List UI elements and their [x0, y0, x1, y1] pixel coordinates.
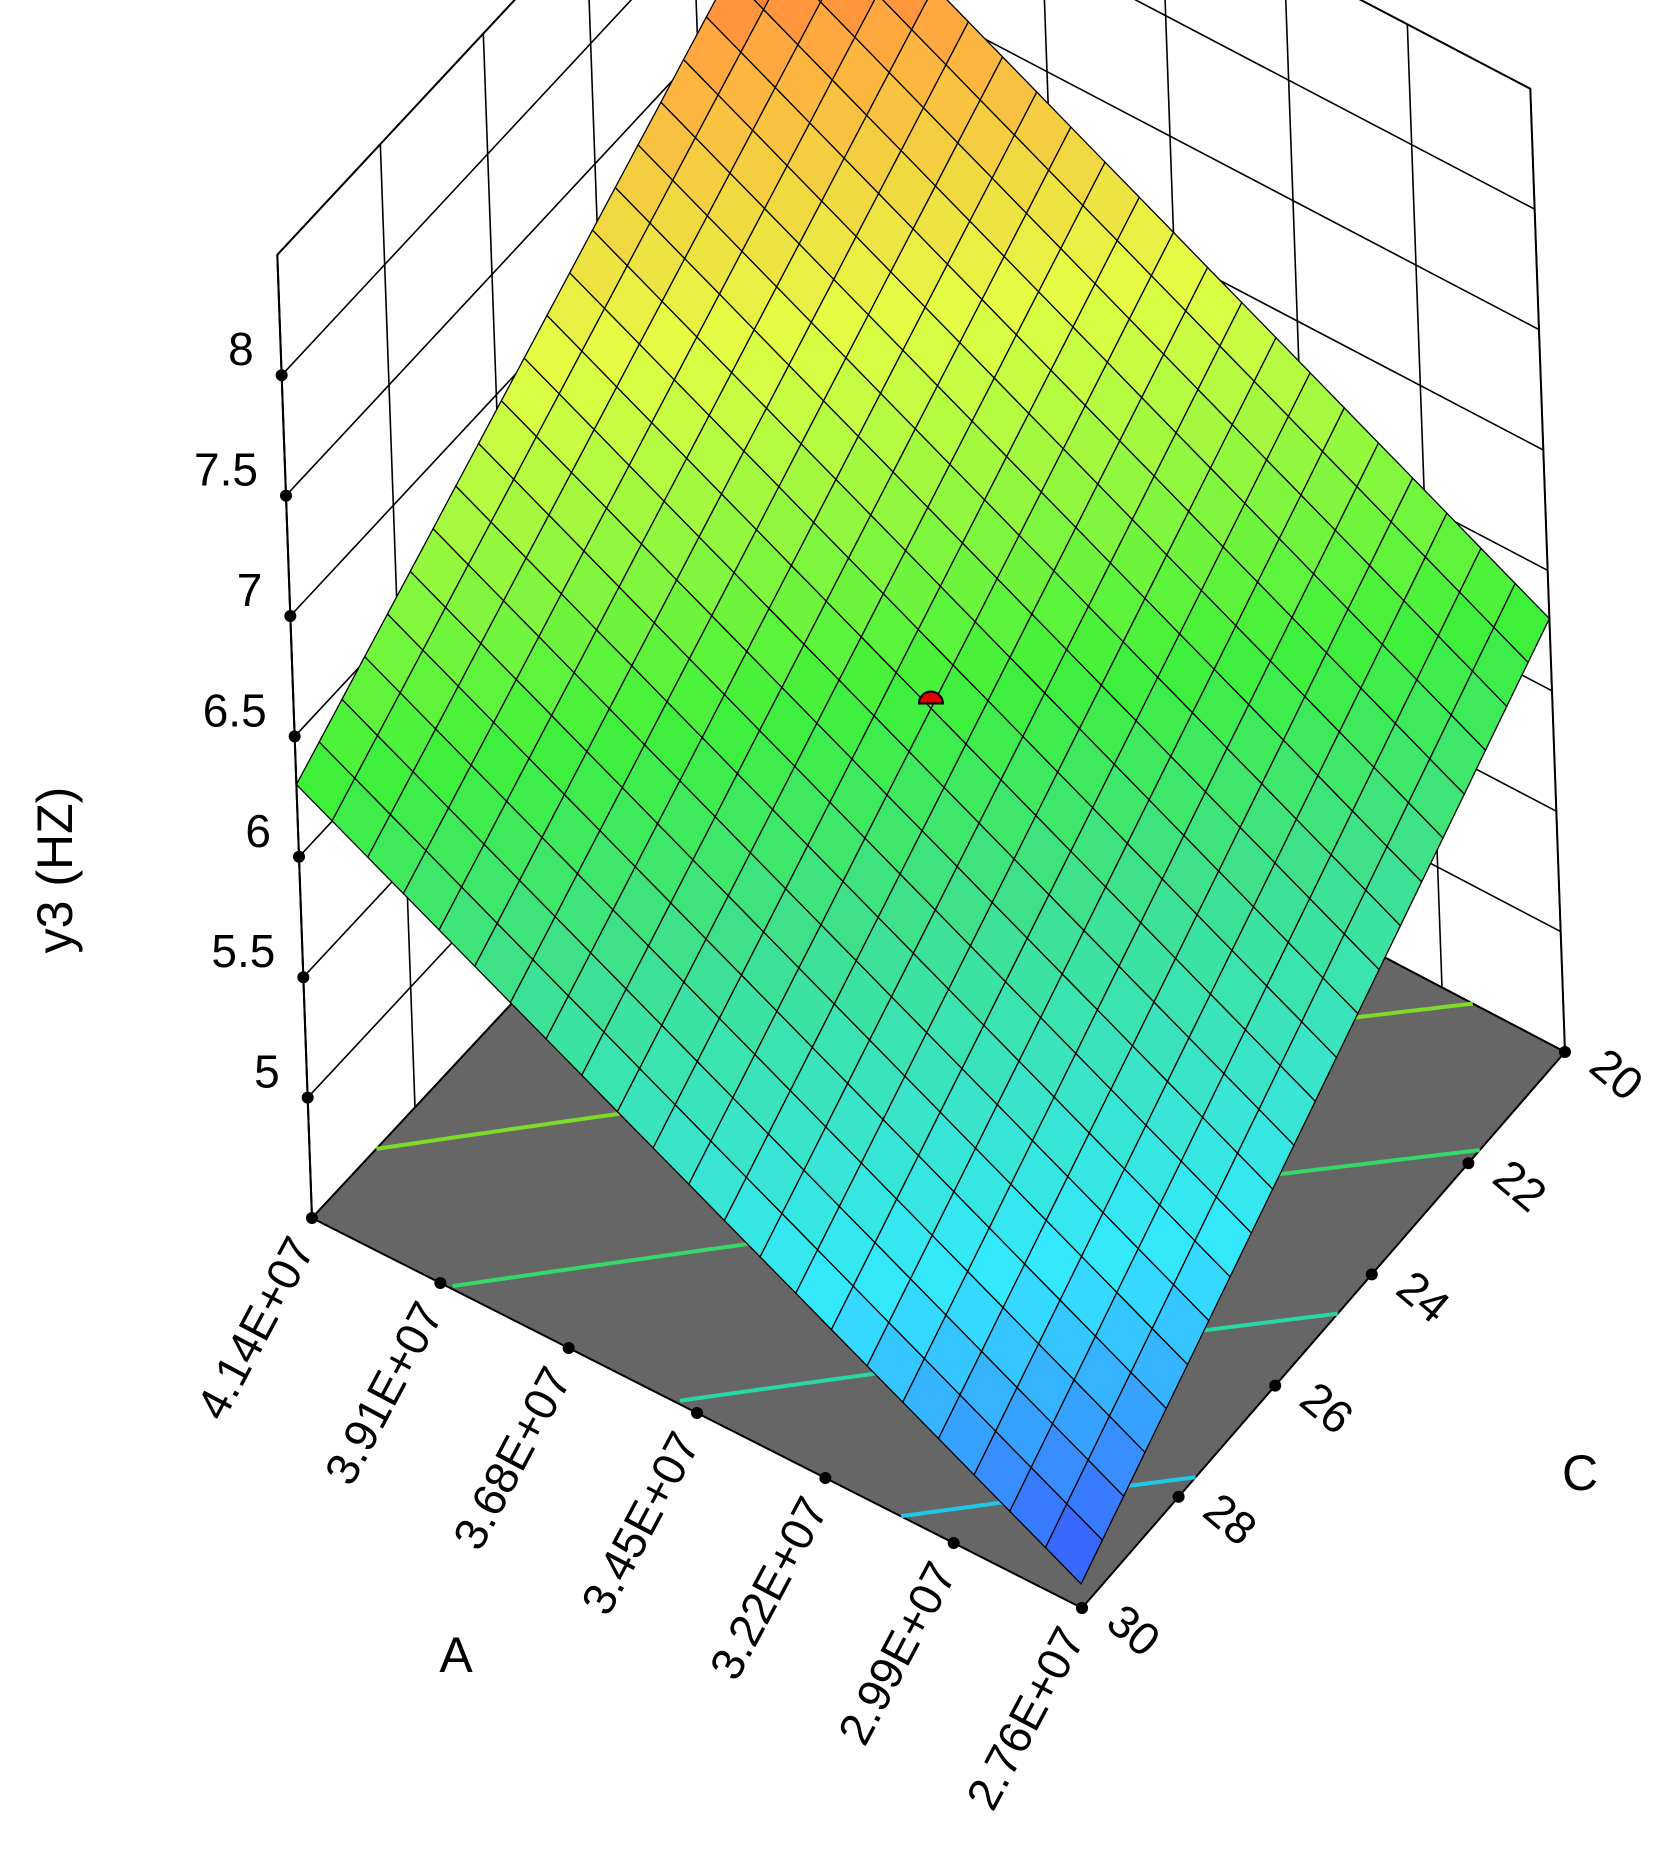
- a-axis-title: A: [439, 1627, 473, 1683]
- c-tick-dot: [1462, 1157, 1475, 1170]
- z-axis-title: y3 (HZ): [27, 787, 83, 954]
- z-tick-dot: [288, 730, 301, 743]
- a-tick-label: 2.76E+07: [956, 1618, 1095, 1817]
- z-tick-label: 7: [237, 564, 263, 616]
- a-tick-label: 4.14E+07: [186, 1228, 325, 1427]
- c-axis-title: C: [1562, 1445, 1598, 1501]
- c-tick-label: 24: [1387, 1260, 1460, 1333]
- response-surface: [295, 0, 1551, 1586]
- z-tick-label: 5.5: [211, 925, 275, 977]
- c-tick-dot: [1172, 1490, 1185, 1503]
- surface-cell: [819, 0, 876, 39]
- z-tick-label: 8: [228, 323, 254, 375]
- c-tick-label: 20: [1581, 1038, 1654, 1111]
- a-tick-label: 3.45E+07: [571, 1423, 710, 1622]
- a-tick-label: 2.99E+07: [828, 1553, 967, 1752]
- a-tick-dot: [819, 1472, 832, 1484]
- z-tick-dot: [297, 971, 310, 984]
- c-tick-label: 22: [1484, 1149, 1557, 1222]
- wall-gridline-v: [1529, 88, 1566, 1053]
- a-tick-dot: [306, 1212, 318, 1224]
- a-tick-label: 3.91E+07: [314, 1293, 453, 1492]
- axis-labels: y3 (HZ) A C: [27, 787, 1598, 1683]
- a-tick-dot: [691, 1407, 703, 1419]
- c-tick-dot: [1269, 1379, 1282, 1392]
- c-tick-label: 28: [1194, 1483, 1267, 1556]
- surface-cell: [882, 0, 928, 31]
- surface-cell: [753, 0, 770, 11]
- surface-cell: [1493, 582, 1551, 664]
- a-tick-label: 3.22E+07: [699, 1488, 838, 1687]
- z-tick-dot: [301, 1091, 314, 1104]
- design-point-marker: [917, 690, 944, 705]
- c-tick-dot: [1559, 1046, 1571, 1058]
- c-tick-label: 26: [1291, 1371, 1364, 1444]
- a-tick-dot: [562, 1342, 575, 1354]
- c-tick-label: 30: [1098, 1594, 1171, 1667]
- c-tick-dot: [1365, 1268, 1378, 1281]
- z-tick-dot: [275, 369, 288, 382]
- z-tick-label: 7.5: [194, 444, 258, 496]
- z-tick-dot: [279, 489, 292, 502]
- z-tick-dot: [284, 610, 297, 622]
- a-tick-label: 3.68E+07: [443, 1358, 582, 1557]
- c-tick-dot: [1076, 1602, 1088, 1614]
- z-tick-label: 6: [245, 805, 271, 857]
- a-tick-dot: [434, 1277, 447, 1289]
- z-tick-label: 6.5: [203, 684, 267, 736]
- wall-gridline-h: [276, 0, 1531, 256]
- z-tick-label: 5: [254, 1046, 280, 1098]
- design-point: [917, 690, 944, 705]
- z-tick-dot: [292, 850, 305, 863]
- a-tick-dot: [947, 1537, 960, 1549]
